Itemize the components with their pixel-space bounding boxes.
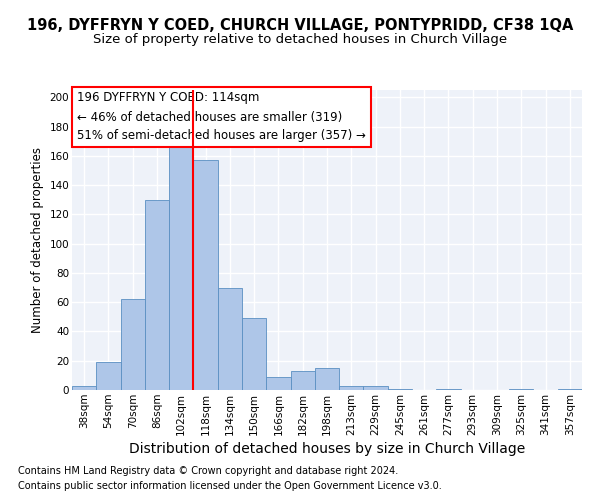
Bar [193,160,218,390]
Text: Contains HM Land Registry data © Crown copyright and database right 2024.: Contains HM Land Registry data © Crown c… [18,466,398,476]
Bar [339,386,364,390]
X-axis label: Distribution of detached houses by size in Church Village: Distribution of detached houses by size … [129,442,525,456]
Bar [388,388,412,390]
Bar [121,300,145,390]
Bar [436,388,461,390]
Bar [145,200,169,390]
Bar [509,388,533,390]
Text: Size of property relative to detached houses in Church Village: Size of property relative to detached ho… [93,32,507,46]
Bar [169,146,193,390]
Bar [96,362,121,390]
Text: 196 DYFFRYN Y COED: 114sqm
← 46% of detached houses are smaller (319)
51% of sem: 196 DYFFRYN Y COED: 114sqm ← 46% of deta… [77,92,366,142]
Bar [72,386,96,390]
Bar [242,318,266,390]
Bar [364,386,388,390]
Bar [266,377,290,390]
Y-axis label: Number of detached properties: Number of detached properties [31,147,44,333]
Text: Contains public sector information licensed under the Open Government Licence v3: Contains public sector information licen… [18,481,442,491]
Text: 196, DYFFRYN Y COED, CHURCH VILLAGE, PONTYPRIDD, CF38 1QA: 196, DYFFRYN Y COED, CHURCH VILLAGE, PON… [27,18,573,32]
Bar [290,371,315,390]
Bar [315,368,339,390]
Bar [558,388,582,390]
Bar [218,288,242,390]
